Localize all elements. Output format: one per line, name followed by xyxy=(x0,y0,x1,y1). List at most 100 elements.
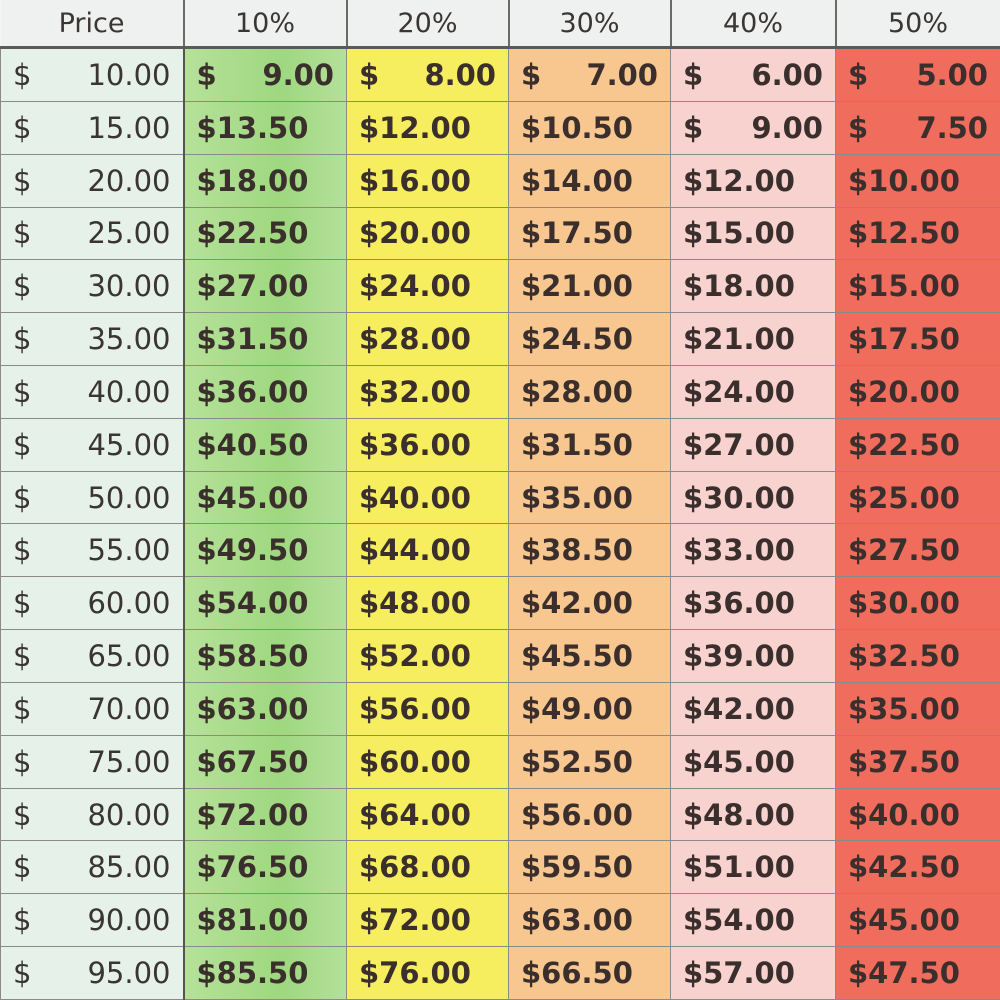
cell-value: $40.00 xyxy=(848,797,960,832)
discount-50-cell: $35.00 xyxy=(835,681,1000,736)
discount-10-cell: $58.50 xyxy=(183,629,347,683)
cell-value: $58.50 xyxy=(196,639,309,674)
discount-10-cell: $54.00 xyxy=(183,576,347,631)
cell-value: $12.50 xyxy=(848,216,960,251)
cell-value: $22.50 xyxy=(196,216,309,251)
cell-value: $38.50 xyxy=(521,533,633,568)
discount-40-cell: $6.00 xyxy=(670,47,836,102)
discount-10-cell: $85.50 xyxy=(183,946,347,1000)
price-cell: $65.00 xyxy=(0,629,185,683)
discount-20-cell: $56.00 xyxy=(346,681,509,736)
discount-30-cell: $28.00 xyxy=(508,364,671,419)
currency-symbol: $ xyxy=(13,744,32,779)
discount-40-cell: $45.00 xyxy=(670,734,836,789)
discount-40-cell: $39.00 xyxy=(670,629,836,683)
discount-30-cell: $24.50 xyxy=(508,312,671,366)
cell-value: $42.00 xyxy=(683,691,795,726)
price-cell: $30.00 xyxy=(0,259,185,314)
price-cell: $55.00 xyxy=(0,523,185,578)
table-row: $70.00 $63.00 $56.00 $49.00 $42.00 $35.00 xyxy=(0,681,1000,736)
cell-value: $81.00 xyxy=(196,903,309,938)
currency-symbol: $ xyxy=(13,850,32,885)
cell-value: $76.50 xyxy=(196,850,309,885)
price-cell: $25.00 xyxy=(0,206,185,261)
cell-value: $68.00 xyxy=(359,850,471,885)
price-cell: $20.00 xyxy=(0,153,185,208)
cell-value: $21.00 xyxy=(683,322,795,357)
cell-value: $16.00 xyxy=(359,163,471,198)
table-row: $20.00 $18.00 $16.00 $14.00 $12.00 $10.00 xyxy=(0,153,1000,208)
cell-value: $44.00 xyxy=(359,533,471,568)
discount-10-cell: $45.00 xyxy=(183,470,347,525)
discount-50-cell: $22.50 xyxy=(835,417,1000,472)
discount-20-cell: $20.00 xyxy=(346,206,509,261)
currency-symbol: $ xyxy=(13,533,32,568)
cell-value: $27.00 xyxy=(196,269,309,304)
currency-symbol: $ xyxy=(13,57,32,92)
cell-value: 5.00 xyxy=(916,57,988,92)
currency-symbol: $ xyxy=(13,216,32,251)
cell-value: $76.00 xyxy=(359,956,471,991)
price-cell: $10.00 xyxy=(0,47,185,102)
discount-10-cell: $40.50 xyxy=(183,417,347,472)
cell-value: $18.00 xyxy=(683,269,795,304)
discount-10-cell: $9.00 xyxy=(183,47,347,102)
cell-value: $17.50 xyxy=(521,216,633,251)
cell-value: $15.00 xyxy=(683,216,795,251)
cell-value: $24.50 xyxy=(521,322,633,357)
price-cell: $95.00 xyxy=(0,946,185,1000)
cell-value: $54.00 xyxy=(196,586,309,621)
price-cell: $80.00 xyxy=(0,787,185,842)
price-cell: $15.00 xyxy=(0,100,185,155)
discount-10-cell: $18.00 xyxy=(183,153,347,208)
price-cell: $50.00 xyxy=(0,470,185,525)
discount-10-cell: $63.00 xyxy=(183,681,347,736)
discount-40-cell: $42.00 xyxy=(670,681,836,736)
cell-value: $24.00 xyxy=(359,269,471,304)
discount-20-cell: $16.00 xyxy=(346,153,509,208)
cell-value: $22.50 xyxy=(848,427,960,462)
price-cell: $35.00 xyxy=(0,312,185,366)
discount-40-cell: $27.00 xyxy=(670,417,836,472)
table-row: $25.00 $22.50 $20.00 $17.50 $15.00 $12.50 xyxy=(0,206,1000,261)
currency-symbol: $ xyxy=(13,110,32,145)
price-cell: $90.00 xyxy=(0,893,185,948)
discount-30-cell: $49.00 xyxy=(508,681,671,736)
cell-value: $10.00 xyxy=(848,163,960,198)
discount-50-cell: $27.50 xyxy=(835,523,1000,578)
discount-50-cell: $17.50 xyxy=(835,312,1000,366)
currency-symbol: $ xyxy=(13,163,32,198)
cell-value: 8.00 xyxy=(424,57,496,92)
discount-40-cell: $9.00 xyxy=(670,100,836,155)
discount-40-cell: $15.00 xyxy=(670,206,836,261)
price-cell: $75.00 xyxy=(0,734,185,789)
cell-value: 15.00 xyxy=(87,110,171,145)
cell-value: $56.00 xyxy=(359,691,471,726)
table-row: $35.00 $31.50 $28.00 $24.50 $21.00 $17.50 xyxy=(0,312,1000,366)
discount-10-cell: $13.50 xyxy=(183,100,347,155)
cell-value: 20.00 xyxy=(87,163,171,198)
cell-value: $48.00 xyxy=(359,586,471,621)
currency-symbol: $ xyxy=(13,427,32,462)
cell-value: $85.50 xyxy=(196,956,309,991)
cell-value: $49.00 xyxy=(521,691,633,726)
price-cell: $85.00 xyxy=(0,840,185,895)
header-50-percent: 50% xyxy=(835,0,1000,49)
cell-value: $36.00 xyxy=(683,586,795,621)
discount-20-cell: $36.00 xyxy=(346,417,509,472)
table-row: $90.00 $81.00 $72.00 $63.00 $54.00 $45.00 xyxy=(0,893,1000,948)
cell-value: $40.00 xyxy=(359,480,471,515)
cell-value: $17.50 xyxy=(848,322,960,357)
cell-value: $63.00 xyxy=(196,691,309,726)
cell-value: $48.00 xyxy=(683,797,795,832)
currency-symbol: $ xyxy=(359,57,380,92)
cell-value: 30.00 xyxy=(87,269,171,304)
discount-30-cell: $52.50 xyxy=(508,734,671,789)
cell-value: $45.00 xyxy=(196,480,309,515)
cell-value: 70.00 xyxy=(87,691,171,726)
cell-value: 7.00 xyxy=(586,57,658,92)
discount-20-cell: $8.00 xyxy=(346,47,509,102)
cell-value: 95.00 xyxy=(87,956,171,991)
cell-value: $31.50 xyxy=(521,427,633,462)
discount-50-cell: $37.50 xyxy=(835,734,1000,789)
